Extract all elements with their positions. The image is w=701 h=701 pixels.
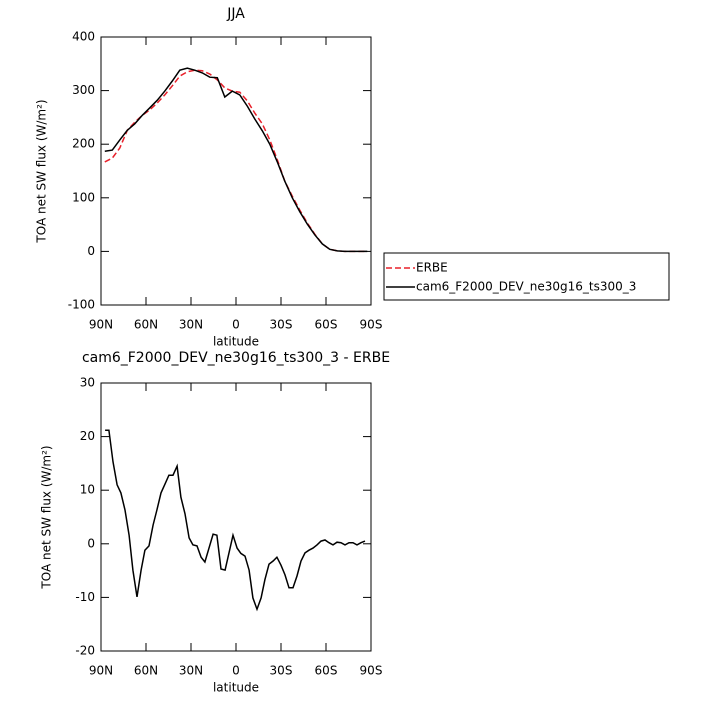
x-tick-label: 60S	[315, 318, 338, 332]
x-tick-label: 60S	[315, 664, 338, 678]
x-tick-label: 30S	[270, 664, 293, 678]
x-tick-label: 90N	[89, 318, 113, 332]
y-tick-label: 10	[80, 483, 95, 497]
legend-box	[383, 252, 670, 301]
x-tick-label: 90S	[360, 318, 383, 332]
y-tick-label: 300	[72, 83, 95, 97]
legend-label: cam6_F2000_DEV_ne30g16_ts300_3	[416, 280, 636, 294]
y-tick-label: 30	[80, 376, 95, 390]
y-tick-label: 400	[72, 30, 95, 44]
x-tick-label: 90N	[89, 664, 113, 678]
x-tick-label: 0	[232, 318, 240, 332]
x-tick-label: 30S	[270, 318, 293, 332]
x-tick-label: 60N	[134, 318, 158, 332]
data-line	[104, 67, 368, 253]
data-line	[105, 429, 366, 612]
x-axis-label: latitude	[213, 335, 259, 349]
y-axis-label: TOA net SW flux (W/m²)	[40, 445, 54, 589]
chart-title: JJA	[226, 6, 245, 22]
x-tick-label: 90S	[360, 664, 383, 678]
y-tick-label: -100	[68, 298, 95, 312]
chart-title: cam6_F2000_DEV_ne30g16_ts300_3 - ERBE	[82, 350, 390, 366]
x-tick-label: 30N	[179, 318, 203, 332]
y-tick-label: 20	[80, 429, 95, 443]
x-tick-label: 30N	[179, 664, 203, 678]
legend-label: ERBE	[416, 261, 448, 275]
y-tick-label: -10	[75, 590, 95, 604]
x-tick-label: 60N	[134, 664, 158, 678]
y-tick-label: 0	[87, 244, 95, 258]
y-tick-label: 100	[72, 190, 95, 204]
plot-frame	[100, 36, 372, 306]
x-tick-label: 0	[232, 664, 240, 678]
plot-frame	[100, 382, 372, 652]
y-tick-label: 200	[72, 137, 95, 151]
y-tick-label: -20	[75, 644, 95, 658]
y-tick-label: 0	[87, 536, 95, 550]
data-line	[104, 69, 368, 253]
x-axis-label: latitude	[213, 681, 259, 695]
y-axis-label: TOA net SW flux (W/m²)	[35, 99, 49, 243]
